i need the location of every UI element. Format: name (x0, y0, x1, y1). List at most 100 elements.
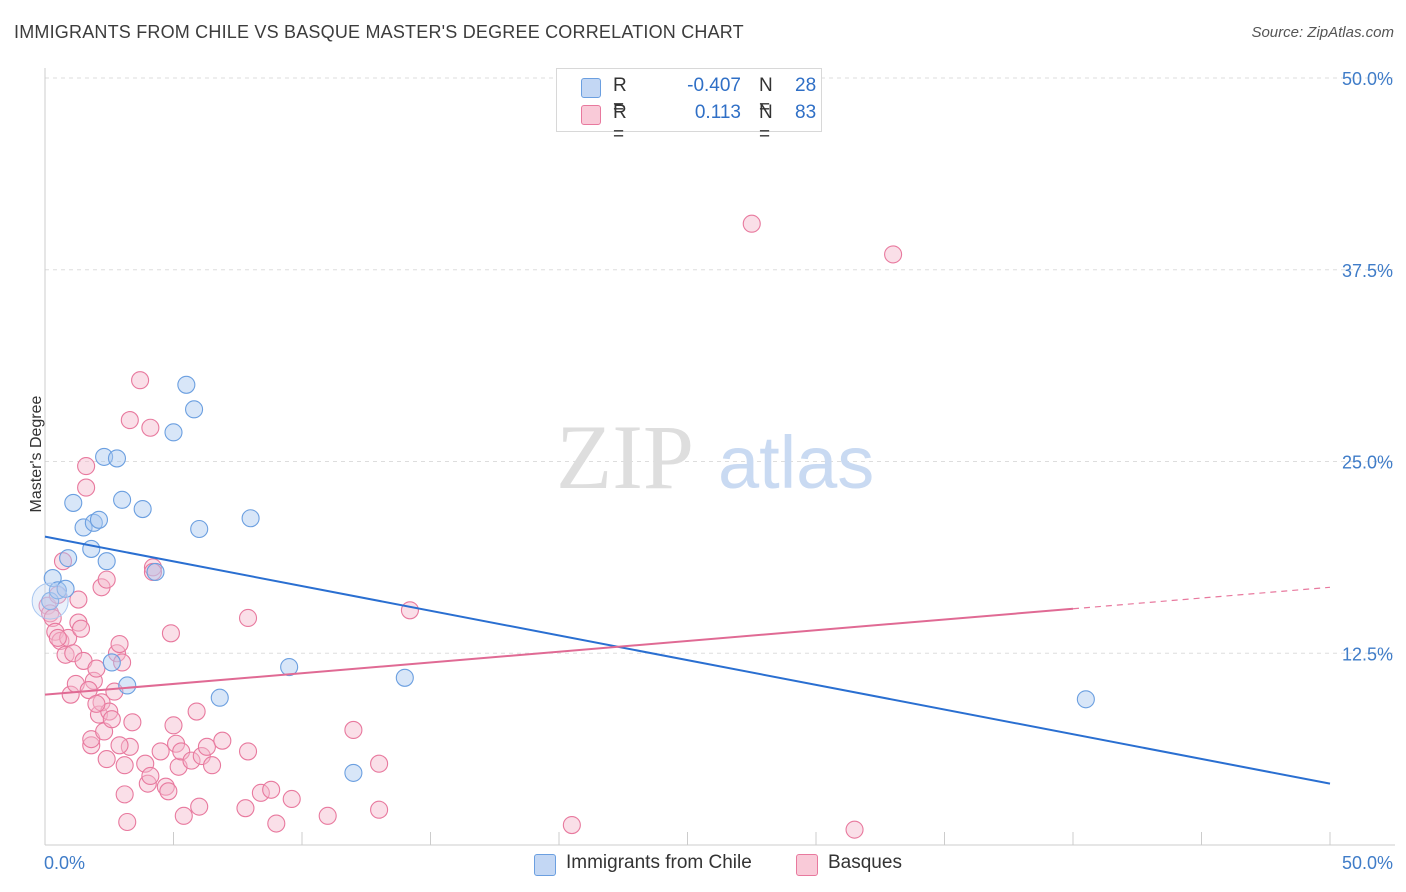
basque-point (102, 710, 121, 729)
basque-point (884, 245, 903, 264)
basque-point (562, 816, 581, 835)
legend-swatch-chile (534, 854, 556, 876)
basque-point (87, 694, 106, 713)
legend-swatch-basques (796, 854, 818, 876)
basque-point (97, 570, 116, 589)
basque-point (110, 634, 129, 654)
x-tick-label: 0.0% (44, 853, 85, 873)
basque-point (53, 552, 73, 571)
basque-point (64, 644, 83, 663)
basque-point (77, 457, 96, 476)
watermark: ZIP atlas (556, 406, 874, 508)
chile-point (64, 493, 83, 512)
legend-n-value: 83 (795, 102, 817, 123)
chile-point (395, 668, 414, 687)
basque-point (110, 736, 129, 755)
chile-point (210, 688, 229, 707)
chile-point (59, 549, 78, 568)
x-tick-label: 50.0% (1342, 853, 1393, 873)
chile-point (97, 552, 116, 571)
points-layer (31, 214, 1095, 839)
basque-point (238, 742, 258, 761)
basque-point (164, 716, 183, 735)
basque-point (282, 789, 301, 809)
chile-point (241, 509, 260, 528)
basque-point (370, 800, 389, 819)
basque-point (182, 751, 201, 770)
y-tick-label: 12.5% (1342, 644, 1393, 664)
basque-trend-line (44, 607, 1074, 696)
chile-point (74, 518, 93, 537)
chile-point (146, 562, 165, 581)
legend-r-label: R = (613, 75, 627, 118)
legend-swatch-chile (581, 78, 601, 98)
chile-point (133, 500, 152, 519)
tick-label-layer: 12.5% 25.0% 37.5% 50.0% 0.0% 50.0% (44, 69, 1393, 873)
legend-text-chile: Immigrants from Chile (566, 852, 752, 873)
trend-layer (44, 535, 1331, 785)
basque-point (174, 806, 193, 825)
basque-point (82, 736, 101, 755)
chile-point (56, 579, 75, 598)
basque-point (236, 799, 255, 818)
basque-point (141, 418, 160, 437)
chile-point (84, 513, 103, 532)
basque-point (97, 750, 116, 769)
legend-r-value: -0.407 (687, 75, 741, 96)
basque-point (318, 806, 337, 825)
chart-title: IMMIGRANTS FROM CHILE VS BASQUE MASTER'S… (14, 22, 744, 42)
chile-point-large (31, 582, 69, 620)
chile-point (177, 375, 196, 394)
series-legend: Immigrants from Chile Basques (0, 852, 1406, 878)
basque-point (87, 659, 106, 678)
chile-point (344, 763, 363, 782)
stats-legend: R = -0.407 N = 28 R = 0.113 N = 83 (556, 68, 822, 145)
basque-point (159, 782, 178, 801)
legend-n-label: N = (759, 75, 773, 118)
watermark-atlas: atlas (718, 421, 874, 504)
basque-point (370, 754, 389, 773)
basque-trend-extension (1072, 586, 1331, 610)
basque-point (251, 783, 270, 802)
basque-point (187, 702, 206, 721)
basque-point (151, 742, 170, 761)
basque-point (262, 780, 281, 799)
basque-point (400, 601, 419, 620)
basque-point (141, 766, 160, 786)
legend-r-label: R = (613, 102, 627, 145)
basque-point (69, 590, 88, 609)
legend-swatch-basques (581, 105, 601, 125)
chile-point (164, 423, 183, 442)
basque-point (48, 628, 67, 647)
y-tick-label: 25.0% (1342, 453, 1393, 473)
basque-point (203, 756, 222, 775)
basque-point (845, 820, 864, 839)
chile-trend-line (44, 535, 1331, 785)
basque-point (61, 685, 80, 704)
basque-point (267, 814, 286, 833)
basque-point (192, 746, 211, 766)
chile-point (89, 510, 109, 529)
basque-point (742, 214, 761, 233)
basque-point (71, 619, 91, 638)
basque-point (123, 713, 142, 732)
chile-point (118, 676, 137, 695)
basque-point (238, 608, 258, 628)
basque-point (172, 742, 191, 761)
basque-point (344, 720, 363, 740)
chile-point (102, 653, 121, 672)
basque-point (113, 653, 132, 672)
y-tick-label: 37.5% (1342, 261, 1393, 281)
chile-point (190, 519, 209, 539)
basque-point (115, 785, 134, 804)
basque-point (118, 812, 137, 832)
legend-n-label: N = (759, 102, 773, 145)
chile-point (107, 449, 127, 468)
basque-point (197, 737, 216, 756)
legend-n-value: 28 (795, 75, 817, 96)
chile-point (113, 490, 132, 509)
watermark-zip: ZIP (556, 406, 694, 508)
legend-r-value: 0.113 (694, 102, 741, 123)
basque-point (131, 371, 150, 390)
